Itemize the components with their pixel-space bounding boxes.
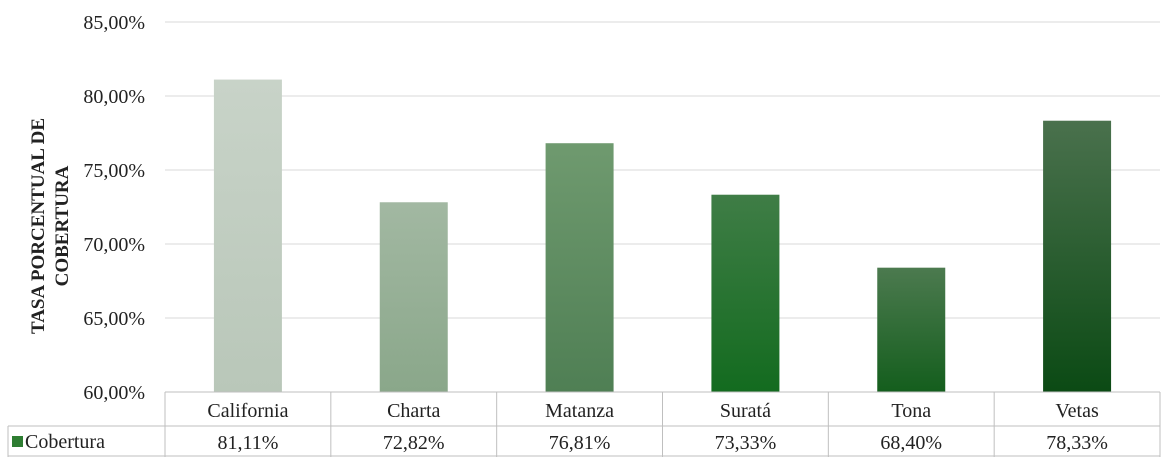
bar (711, 194, 780, 392)
bar (545, 143, 614, 392)
y-tick-label: 70,00% (83, 234, 145, 256)
legend-series-name: Cobertura (25, 431, 105, 453)
bars (213, 79, 1112, 393)
bar (877, 267, 946, 392)
y-tick-label: 85,00% (83, 12, 145, 34)
y-axis-tick-labels: 60,00% 65,00% 70,00% 75,00% 80,00% 85,00% (83, 12, 145, 404)
value-label: 72,82% (383, 432, 445, 454)
category-label: Matanza (545, 400, 614, 422)
data-table: Cobertura California 81,11% Charta 72,82% Ma… (7, 391, 1161, 457)
value-label: 68,40% (880, 432, 942, 454)
category-label: Charta (387, 400, 440, 422)
y-axis-label-line-2: COBERTURA (52, 165, 73, 286)
bar (1043, 120, 1112, 392)
value-label: 73,33% (715, 432, 777, 454)
bar (379, 202, 448, 392)
bar (213, 79, 282, 393)
value-label: 78,33% (1046, 432, 1108, 454)
category-label: California (207, 400, 288, 422)
y-tick-label: 60,00% (83, 382, 145, 404)
category-label: Suratá (720, 400, 771, 422)
category-label: Vetas (1055, 400, 1099, 422)
value-label: 76,81% (549, 432, 611, 454)
gridlines (165, 21, 1160, 393)
category-label: Tona (891, 400, 931, 422)
y-tick-label: 75,00% (83, 160, 145, 182)
y-axis-label-line-1: TASA PORCENTUAL DE (28, 118, 49, 334)
y-tick-label: 80,00% (83, 86, 145, 108)
y-tick-label: 65,00% (83, 308, 145, 330)
legend-swatch (12, 436, 23, 447)
value-label: 81,11% (217, 432, 278, 454)
